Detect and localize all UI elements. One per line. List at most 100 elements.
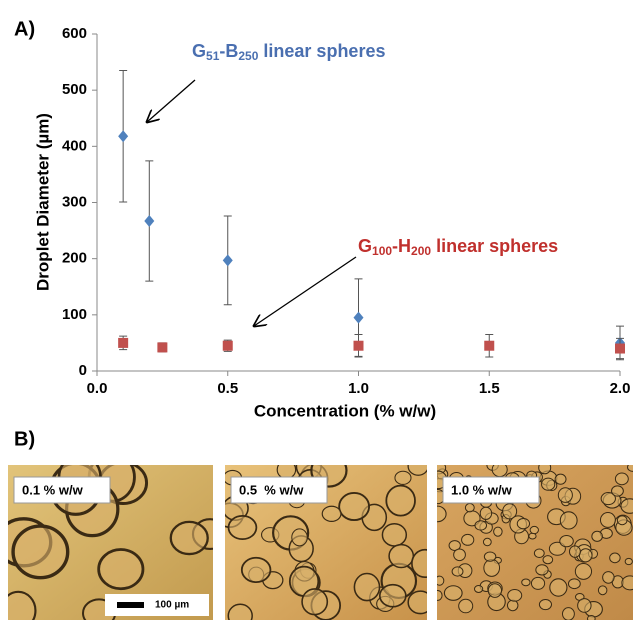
series-label-part: linear spheres [258,41,385,61]
series-label-part: 100 [372,244,392,258]
panel-label: B) [14,428,35,450]
scale-bar [117,602,144,608]
droplet [452,567,463,576]
droplet [429,506,446,522]
series-label-part: 250 [238,49,258,63]
droplet [1,592,35,620]
droplet [475,521,487,530]
droplet [622,576,633,590]
droplet [480,507,491,519]
droplet [579,549,592,562]
droplet [380,585,406,607]
series-label-part: G [358,236,372,256]
droplet [522,579,530,586]
droplet [508,590,522,602]
droplet [474,586,482,593]
droplet [550,579,567,596]
series-label-part: G [192,41,206,61]
scale-label: 100 µm [155,600,189,611]
droplet [560,512,577,529]
y-tick-label: 200 [62,250,87,267]
point [223,341,233,351]
x-tick-label: 0.5 [217,380,238,397]
x-tick-label: 0.0 [87,380,108,397]
droplet [625,558,632,564]
droplet [603,572,614,584]
droplet [412,550,438,577]
image-label: 0.1 % w/w [22,482,84,497]
droplet [530,526,538,533]
droplet [454,549,466,561]
droplet [628,463,633,471]
y-tick-label: 600 [62,25,87,42]
droplet [395,471,411,484]
droplet [484,552,495,561]
droplet [339,493,369,520]
droplet [536,565,548,575]
droplet [433,591,442,601]
droplet [612,486,624,496]
droplet [531,577,544,589]
x-tick-label: 2.0 [610,380,631,397]
droplet [459,599,473,612]
droplet [389,545,413,568]
point [144,215,154,227]
droplet [621,499,633,514]
x-tick-label: 1.5 [479,380,500,397]
point [615,344,625,354]
droplet [558,488,572,503]
point [354,312,364,324]
y-axis-label: Droplet Diameter (µm) [33,113,52,291]
droplet [462,534,474,545]
droplet [588,615,596,620]
droplet [435,576,444,585]
droplet [534,549,544,557]
droplet [578,599,591,613]
series-label: G100-H200 linear spheres [358,236,558,258]
y-tick-label: 500 [62,81,87,98]
point [118,338,128,348]
series-label-part: -B [219,41,238,61]
droplet [322,506,341,521]
droplet [569,546,580,557]
droplet [494,527,502,536]
droplet [492,462,507,476]
droplet [228,604,252,620]
droplet [171,522,208,554]
x-tick-label: 1.0 [348,380,369,397]
series-label-part: 51 [206,49,220,63]
series-label: G51-B250 linear spheres [192,41,385,63]
droplet [592,531,603,541]
series-label-part: -H [392,236,411,256]
droplet [543,556,553,564]
droplet [302,589,327,615]
droplet [575,563,591,579]
droplet [598,586,606,595]
image-label: 1.0 % w/w [451,482,513,497]
droplet [408,457,428,475]
droplet [517,518,529,528]
y-tick-label: 0 [79,362,87,379]
droplet [555,474,566,484]
annotation-arrow [147,80,195,122]
droplet [610,553,620,563]
droplet [488,584,501,598]
y-tick-label: 400 [62,137,87,154]
droplet [615,473,628,485]
point [118,130,128,142]
x-axis-label: Concentration (% w/w) [254,401,436,420]
figure: A) B) Concentration (% w/w) Droplet Diam… [0,0,633,620]
droplet [13,526,68,578]
droplet [539,461,551,473]
droplet [507,600,517,611]
droplet [277,461,295,479]
droplet [617,516,627,525]
droplet [560,536,574,547]
y-tick-label: 100 [62,306,87,323]
droplet [539,599,551,609]
droplet [386,486,415,516]
droplet [382,524,406,546]
annotation-arrow [254,257,356,326]
